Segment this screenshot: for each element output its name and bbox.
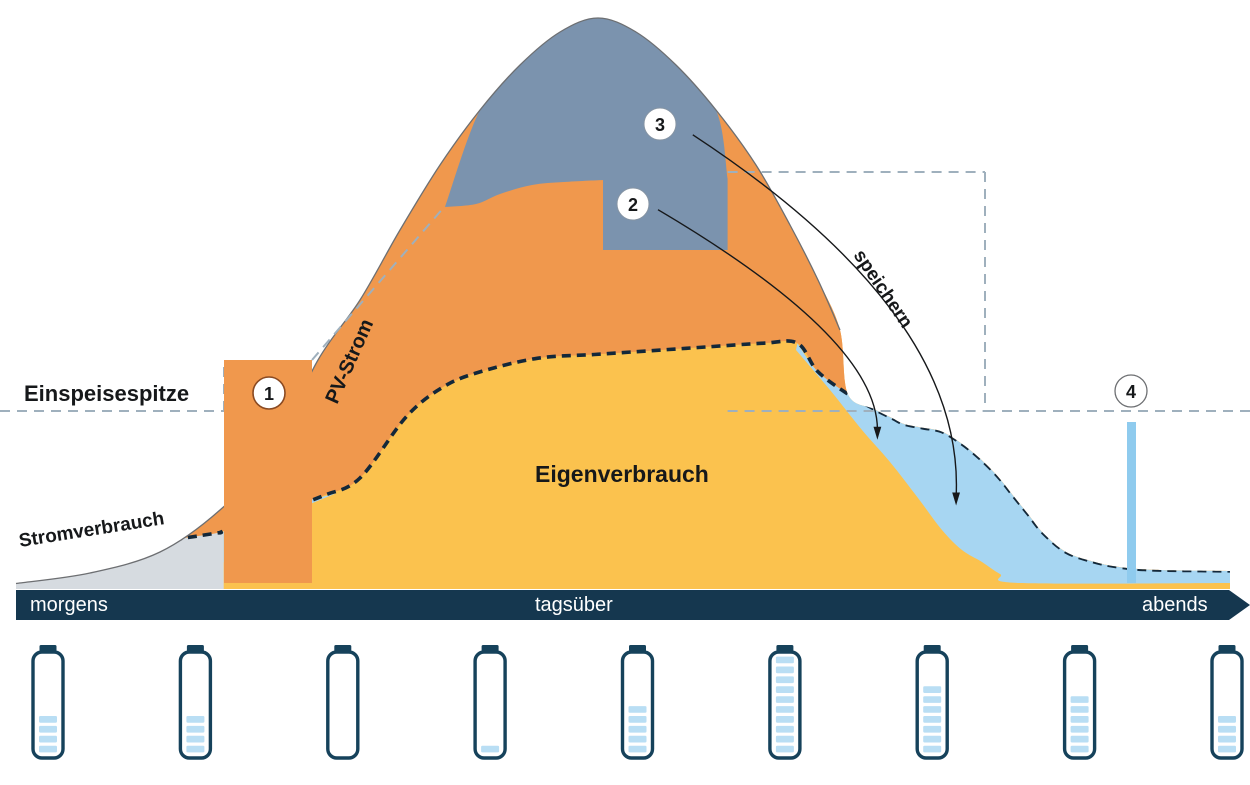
svg-text:morgens: morgens (30, 594, 108, 616)
svg-text:tagsüber: tagsüber (535, 594, 613, 616)
svg-text:abends: abends (1142, 594, 1208, 616)
svg-text:Eigenverbrauch: Eigenverbrauch (535, 461, 709, 487)
svg-text:speichern: speichern (849, 246, 917, 332)
svg-text:2: 2 (628, 195, 638, 215)
svg-text:4: 4 (1126, 382, 1136, 402)
svg-text:3: 3 (655, 115, 665, 135)
svg-text:Stromverbrauch: Stromverbrauch (17, 508, 165, 552)
svg-text:1: 1 (264, 384, 274, 404)
svg-text:Einspeisespitze: Einspeisespitze (24, 381, 189, 406)
